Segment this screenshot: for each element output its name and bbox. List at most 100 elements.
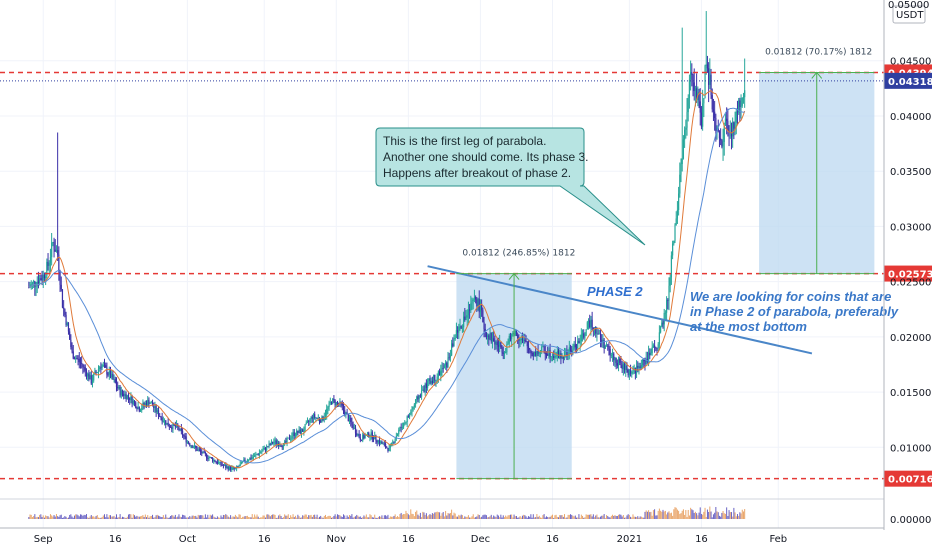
candle-body — [326, 408, 328, 415]
volume-bar — [362, 517, 364, 519]
volume-bar — [429, 514, 431, 519]
candle-body — [551, 356, 554, 357]
volume-bar — [625, 517, 627, 519]
volume-bar — [631, 517, 633, 519]
volume-bar — [627, 514, 629, 519]
candle-body — [147, 399, 149, 406]
volume-bar — [212, 514, 214, 519]
volume-bar — [601, 515, 603, 519]
candle-body — [476, 299, 478, 306]
candle-body — [475, 296, 477, 300]
candle-body — [611, 353, 614, 355]
volume-bar — [188, 517, 190, 519]
volume-bar — [190, 517, 192, 519]
candle-body — [73, 358, 76, 360]
time-axis[interactable]: Sep 16 Oct 16 Nov 16 Dec 16 2021 16 Feb — [0, 527, 884, 545]
candle-body — [350, 417, 352, 423]
volume-bar — [442, 512, 444, 519]
candle-body — [266, 446, 268, 451]
candle-body — [167, 422, 169, 427]
candle-body — [559, 353, 561, 359]
volume-bar — [663, 511, 665, 519]
candle-body — [585, 329, 587, 336]
candle-body — [180, 428, 182, 431]
volume-bar — [146, 517, 148, 519]
volume-bar — [556, 516, 558, 519]
candle-body — [157, 410, 160, 417]
trendline[interactable] — [427, 265, 813, 355]
volume-bar — [308, 515, 310, 519]
candle-body — [511, 334, 513, 340]
volume-bar — [554, 515, 556, 519]
volume-bar — [143, 516, 145, 519]
candle-body — [172, 423, 174, 429]
x-tick-label: Sep — [34, 534, 53, 545]
volume-bar — [370, 515, 372, 519]
volume-bar — [258, 517, 260, 519]
candle-body — [698, 92, 700, 102]
price-axis[interactable]: USDT 0.05000 0.04500 0.04000 0.03500 0.0300… — [883, 0, 931, 530]
measurement-arrows: 0.01812 (246.85%) 1812 0.01812 (70.17%) 1… — [456, 47, 875, 480]
volume-bar — [401, 514, 403, 519]
volume-bar — [173, 516, 175, 519]
volume-bar — [172, 515, 174, 519]
candle-body — [593, 327, 596, 330]
candle-body — [464, 316, 466, 320]
volume-bar — [310, 514, 312, 519]
volume-bar — [547, 516, 549, 519]
volume-bar — [279, 514, 281, 519]
candle-body — [519, 340, 521, 342]
volume-bar — [276, 517, 278, 519]
volume-bar — [142, 515, 144, 519]
volume-bar — [233, 516, 235, 519]
candle-body — [669, 277, 671, 286]
volume-bar — [375, 517, 377, 519]
volume-bar — [230, 515, 232, 519]
candle-body — [366, 432, 369, 435]
volume-bar — [63, 517, 65, 519]
candle-body — [374, 435, 376, 440]
volume-bar — [675, 507, 677, 519]
volume-bar — [440, 515, 442, 519]
candle-body — [321, 416, 323, 423]
candle-body — [149, 403, 151, 405]
candle-body — [569, 347, 572, 351]
candle-body — [404, 422, 406, 424]
candle-body — [306, 421, 309, 423]
volume-bar — [716, 511, 718, 519]
candle-body — [201, 451, 203, 454]
candle-body — [263, 447, 265, 450]
candle-body — [586, 322, 588, 330]
candle-body — [79, 362, 82, 364]
volume-bar — [383, 515, 385, 519]
volume-bar — [568, 514, 570, 519]
candle-body — [388, 447, 390, 451]
volume-bar — [684, 514, 686, 519]
callout-annotation[interactable]: This is the first leg of parabola. Anoth… — [375, 127, 646, 246]
volume-bar — [386, 516, 388, 519]
candle-body — [327, 406, 329, 409]
volume-bar — [541, 517, 543, 519]
candle-body — [500, 342, 502, 348]
volume-bar — [376, 517, 378, 519]
candle-body — [286, 438, 288, 443]
candle-body — [90, 375, 92, 384]
candle-body — [49, 257, 52, 263]
volume-bar — [660, 510, 662, 519]
volume-bar — [704, 507, 706, 519]
volume-bar — [162, 515, 164, 519]
volume-bar — [536, 514, 538, 519]
volume-bar — [446, 515, 448, 519]
candle-body — [443, 365, 446, 369]
volume-bar — [254, 514, 256, 519]
volume-bar — [583, 517, 585, 519]
volume-bar — [291, 516, 293, 519]
candle-body — [477, 298, 479, 306]
candle-body — [463, 316, 465, 328]
candle-body — [506, 344, 508, 353]
candle-body — [245, 460, 247, 462]
candle-body — [191, 445, 193, 448]
candle-body — [123, 393, 125, 397]
